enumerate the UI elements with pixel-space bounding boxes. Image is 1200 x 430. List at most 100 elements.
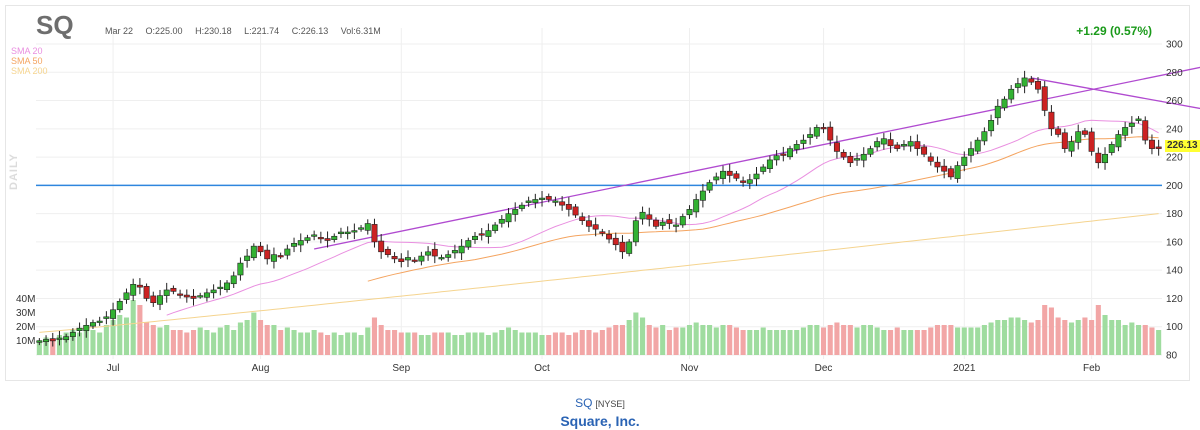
footer-ticker-link[interactable]: SQ (575, 396, 593, 410)
volume-bar (646, 325, 652, 355)
volume-bar (1142, 325, 1148, 355)
candle-body (1155, 146, 1162, 149)
candlesticks (36, 70, 1162, 347)
candle-body (619, 241, 626, 253)
candle-body (666, 219, 673, 224)
volume-axis-labels: 40M 30M 20M 10M (16, 293, 35, 349)
volume-bar (988, 322, 994, 355)
volume-bar (1149, 327, 1155, 355)
candle-body (686, 209, 693, 216)
candle-body (498, 218, 505, 224)
volume-bar (619, 325, 626, 355)
volume-bar (50, 340, 56, 355)
date-tick-label: Aug (252, 363, 270, 374)
volume-bar (532, 332, 538, 355)
candle-body (840, 151, 847, 158)
volume-bar (1048, 307, 1054, 355)
candle-body (1028, 78, 1035, 83)
volume-bars (36, 300, 1162, 355)
candle-body (921, 146, 928, 155)
indicator-legend: SMA 20 SMA 50 SMA 200 (11, 46, 48, 76)
volume-bar (720, 325, 726, 355)
volume-bar (144, 322, 150, 355)
candle-body (76, 327, 83, 331)
volume-bar (975, 327, 981, 355)
volume-bar (733, 327, 739, 355)
candle-body (880, 138, 887, 145)
last-price-badge: 226.13 (1165, 140, 1200, 152)
volume-bar (499, 330, 505, 355)
volume-bar (908, 330, 914, 355)
volume-bar (331, 332, 337, 355)
candle-body (1095, 152, 1102, 164)
candle-body (130, 284, 137, 296)
candle-body (398, 258, 405, 263)
candle-body (579, 216, 586, 222)
volume-label: 10M (16, 336, 36, 347)
price-tick-label: 240 (1166, 124, 1183, 135)
company-name[interactable]: Square, Inc. (560, 413, 640, 429)
candle-body (847, 155, 854, 164)
candle-body (203, 292, 210, 298)
volume-bar (1115, 320, 1121, 355)
volume-bar (77, 332, 83, 355)
volume-bar (385, 330, 391, 355)
candle-body (69, 332, 76, 337)
candle-body (197, 295, 204, 298)
candle-body (867, 148, 874, 155)
volume-bar (1129, 322, 1135, 355)
candle-body (425, 251, 432, 256)
candle-body (56, 337, 63, 340)
price-tick-label: 80 (1166, 351, 1178, 362)
candle-body (505, 213, 512, 223)
volume-bar (97, 332, 103, 355)
candle-body (539, 197, 546, 200)
candle-body (927, 156, 934, 162)
candle-body (760, 166, 767, 172)
candle-body (43, 339, 50, 343)
volume-bar (63, 332, 69, 355)
candle-body (606, 233, 613, 240)
volume-bar (459, 335, 465, 355)
volume-bar (867, 325, 873, 355)
candle-body (545, 196, 552, 200)
volume-bar (606, 327, 612, 355)
date-tick-label: Feb (1083, 363, 1101, 374)
candle-body (753, 173, 760, 180)
candle-body (532, 199, 539, 203)
volume-bar (626, 320, 632, 355)
candle-body (224, 282, 230, 290)
volume-bar (546, 335, 552, 355)
volume-bar (505, 327, 512, 355)
candle-body (123, 292, 130, 300)
date-tick-label: Sep (392, 363, 410, 374)
candle-body (257, 245, 264, 253)
candle-body (465, 240, 472, 248)
volume-bar (1109, 320, 1115, 355)
volume-bar (371, 317, 378, 355)
candle-body (136, 284, 143, 288)
volume-bar (150, 325, 156, 355)
volume-bar (968, 327, 974, 355)
candle-body (391, 256, 398, 260)
volume-bar (197, 327, 203, 355)
candle-body (405, 257, 411, 261)
volume-bar (1156, 330, 1162, 355)
volume-bar (1089, 320, 1095, 355)
candle-body (900, 144, 907, 147)
candle-body (1001, 98, 1008, 109)
candle-body (585, 220, 592, 227)
candle-body (418, 255, 425, 262)
candle-body (907, 141, 914, 147)
volume-bar (800, 327, 806, 355)
volume-bar (1062, 320, 1068, 355)
candle-body (331, 235, 338, 240)
volume-bar (961, 327, 967, 355)
date-tick-label: Dec (815, 363, 833, 374)
volume-bar (157, 327, 163, 355)
price-axis: 80 100 120 140 160 180 200 220 240 260 280 300 (1166, 40, 1183, 362)
candle-body (183, 294, 190, 298)
candle-body (478, 233, 485, 236)
candle-body (304, 237, 311, 241)
